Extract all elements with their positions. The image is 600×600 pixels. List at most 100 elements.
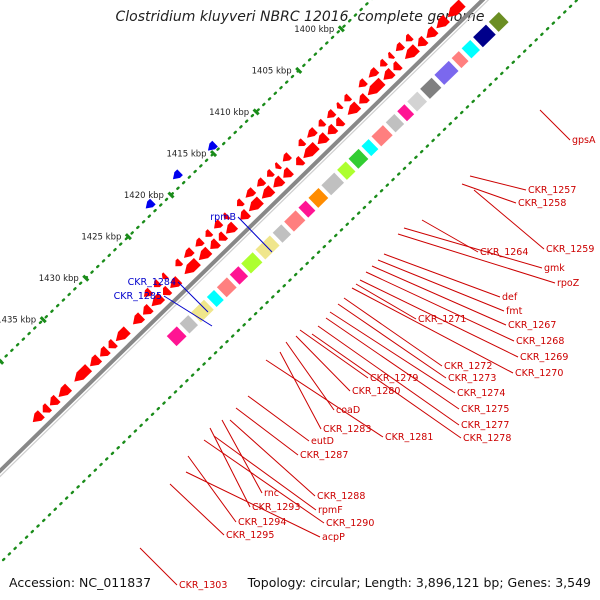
cds-arrow-outer: [395, 41, 406, 52]
cds-arrow-outer: [245, 187, 257, 198]
leader-line: [295, 335, 351, 392]
topology-text: Topology: circular; Length: 3,896,121 bp…: [247, 575, 591, 590]
gene-label: CKR_1271: [418, 314, 466, 325]
gene-label: CKR_1264: [480, 247, 528, 258]
gene-label: eutD: [311, 436, 334, 447]
gene-label: rpmF: [318, 505, 343, 516]
gene-label: CKR_1269: [520, 352, 568, 363]
leader-line: [187, 455, 237, 523]
cds-arrow-outer: [90, 354, 103, 367]
leader-line: [351, 287, 514, 374]
gene-label: CKR_1303: [179, 580, 227, 591]
cds-arrow-outer: [318, 118, 327, 127]
cds-arrow-outer: [142, 304, 154, 315]
cog-block: [241, 252, 263, 274]
cds-arrow-outer: [236, 198, 245, 207]
cds-arrow-outer: [436, 14, 450, 29]
gene-label: CKR_1274: [457, 388, 505, 399]
gene-label: def: [502, 292, 518, 303]
leader-line: [285, 341, 335, 411]
cds-arrow-outer: [404, 44, 420, 59]
leader-line: [235, 407, 299, 456]
cds-arrow-outer: [298, 138, 307, 147]
leader-line: [247, 395, 310, 442]
leader-line: [237, 216, 273, 253]
leader-line: [209, 427, 251, 508]
gene-label: rnc: [264, 488, 279, 499]
gene-label: CKR_1275: [461, 404, 509, 415]
cds-arrow-outer: [240, 209, 251, 220]
scale-tick: [209, 149, 218, 158]
scale-tick: [252, 108, 260, 116]
cog-block: [461, 39, 480, 59]
cds-arrow-outer: [283, 167, 294, 178]
cog-block: [420, 77, 442, 99]
cds-arrow-outer: [447, 0, 466, 18]
cds-arrow-outer: [183, 247, 195, 258]
gene-label: CKR_1284: [128, 277, 176, 288]
cds-arrow-outer: [336, 102, 344, 110]
gene-label: CKR_1288: [317, 491, 365, 502]
genome-backbone: [0, 0, 486, 474]
gene-label: fmt: [506, 306, 523, 317]
cds-arrow-outer: [327, 123, 339, 135]
leader-line: [325, 317, 460, 410]
cog-block: [284, 210, 306, 232]
gene-label: CKR_1267: [508, 320, 556, 331]
cds-arrow-outer: [162, 285, 173, 296]
cds-arrow-outer: [143, 287, 154, 297]
cds-arrow-outer: [347, 101, 362, 115]
cog-block: [407, 91, 428, 112]
cds-arrow-outer: [49, 394, 61, 406]
cds-arrow-outer: [42, 403, 53, 413]
cds-arrow-outer: [132, 312, 146, 325]
cds-arrow-outer: [267, 169, 275, 177]
leader-line: [377, 259, 505, 312]
cds-arrow-outer: [380, 58, 388, 67]
cog-block: [216, 277, 237, 298]
cds-arrow-outer: [153, 279, 162, 288]
cds-arrow-outer: [210, 238, 221, 249]
leader-line: [371, 265, 507, 326]
cog-block: [298, 200, 316, 218]
cog-block: [451, 51, 469, 69]
cog-block: [348, 148, 369, 169]
cds-arrow-outer: [32, 410, 45, 423]
accession-text: Accession: NC_011837: [9, 575, 152, 590]
cds-arrow-outer: [367, 77, 386, 96]
cog-block: [308, 188, 329, 208]
leader-line: [279, 351, 322, 430]
gene-label: CKR_1257: [528, 185, 576, 196]
leader-line: [539, 109, 571, 141]
scale-label: 1420 kbp: [124, 191, 164, 201]
cds-arrow-outer: [175, 258, 184, 267]
cds-arrow-outer: [344, 93, 353, 102]
scale-tick: [39, 316, 47, 324]
scale-tick: [124, 233, 132, 241]
cds-arrow-minus: [172, 169, 183, 180]
gene-label: CKR_1259: [546, 244, 594, 255]
leader-line: [299, 329, 369, 379]
cds-arrow-outer: [336, 116, 346, 127]
scale-tick: [0, 358, 5, 365]
cog-block: [321, 172, 345, 196]
leader-line: [311, 333, 462, 439]
cog-block: [397, 104, 415, 122]
map-title: Clostridium kluyveri NBRC 12016, complet…: [115, 9, 485, 25]
scale-label: 1415 kbp: [166, 150, 206, 160]
gene-label: CKR_1287: [300, 450, 348, 461]
cds-arrow-outer: [115, 326, 131, 342]
cds-arrow-outer: [108, 338, 118, 349]
gene-label: CKR_1281: [385, 432, 433, 443]
cds-arrow-outer: [273, 175, 286, 188]
cds-arrow-outer: [74, 364, 93, 382]
cds-arrow-outer: [383, 67, 396, 80]
cds-arrow-outer: [248, 196, 264, 212]
cds-arrow-outer: [261, 185, 276, 199]
cds-arrow-minus: [207, 140, 218, 151]
cds-arrow-outer: [307, 127, 318, 138]
gene-label: CKR_1258: [518, 198, 566, 209]
cds-arrow-outer: [274, 162, 282, 170]
